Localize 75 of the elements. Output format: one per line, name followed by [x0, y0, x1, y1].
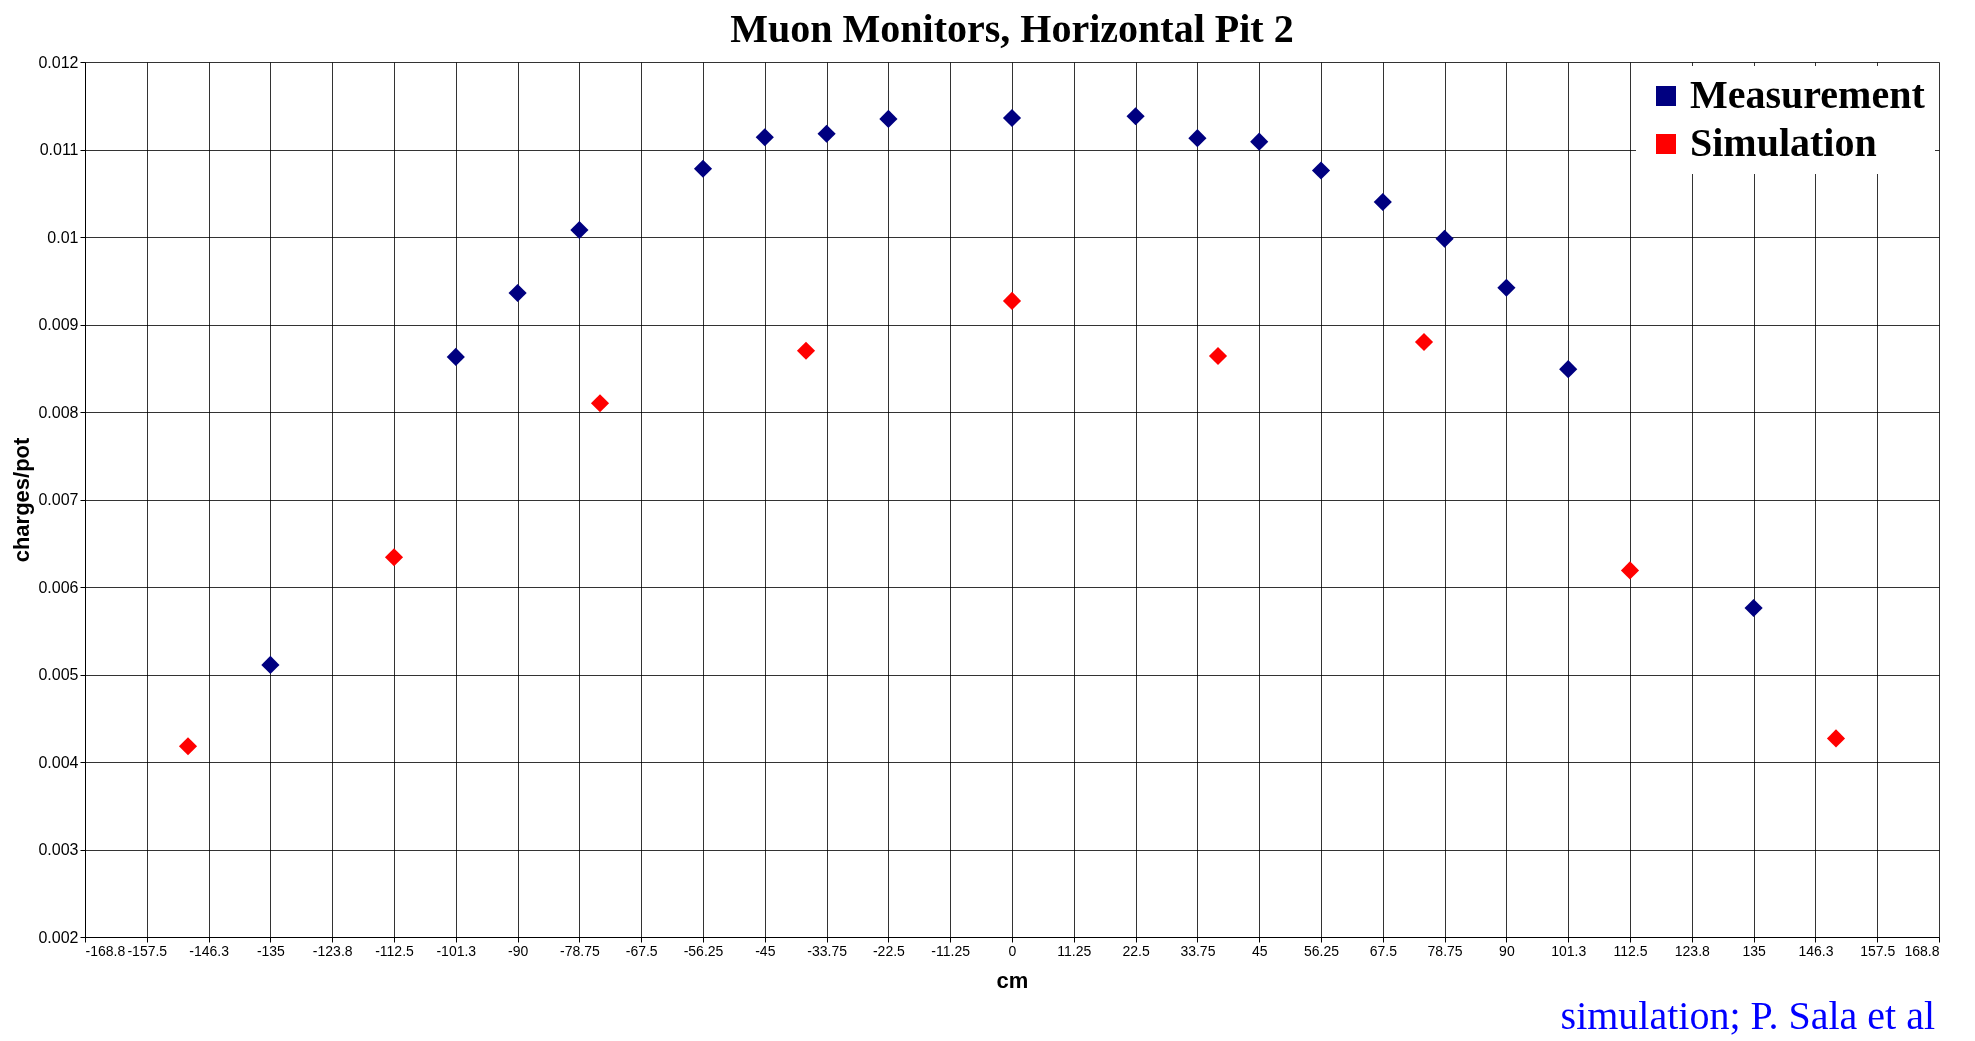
x-tick-label: 123.8 [1674, 942, 1711, 959]
x-tick-label: 157.5 [1860, 942, 1896, 959]
y-tick-label: 0.005 [38, 666, 79, 683]
chart-title: Muon Monitors, Horizontal Pit 2 [730, 6, 1294, 51]
point [1373, 192, 1392, 212]
x-tick-label: -67.5 [625, 942, 658, 959]
point [1414, 332, 1434, 352]
point [1826, 729, 1846, 748]
point [1620, 561, 1640, 580]
x-tick-label: 45 [1251, 942, 1268, 959]
x-tick-label: -101.3 [436, 942, 477, 959]
x-tick-label: -112.5 [375, 942, 415, 959]
point [1250, 132, 1269, 151]
point [1126, 107, 1145, 126]
x-tick-label: -123.8 [312, 942, 353, 959]
x-tick-label: 67.5 [1369, 942, 1398, 959]
point [693, 159, 713, 178]
x-tick-label: -90 [507, 942, 529, 959]
x-tick-label: -11.25 [931, 942, 971, 959]
x-tick-label: -33.75 [807, 942, 848, 959]
x-tick-label: 146.3 [1798, 942, 1834, 959]
y-tick-label: 0.01 [47, 228, 79, 246]
y-tick-label: 0.009 [38, 316, 79, 333]
point [1002, 108, 1022, 128]
x-tick-label: 101.3 [1551, 942, 1587, 959]
x-tick-label: -78.75 [560, 942, 600, 959]
y-tick-label: 0.012 [38, 53, 79, 71]
x-tick-label: -45 [755, 942, 776, 959]
y-tick-label: 0.007 [38, 491, 79, 508]
y-tick-label: 0.004 [38, 753, 79, 771]
point [1002, 291, 1022, 310]
x-tick-label: 11.25 [1057, 942, 1092, 959]
text: simulation; P. Sala et al [1560, 992, 1935, 1039]
point [817, 124, 836, 143]
point [1744, 598, 1763, 618]
y-tick-label: 0.011 [39, 141, 79, 158]
y-tick-label: 0.006 [38, 578, 79, 596]
y-axis-title: charges/pot [9, 436, 35, 563]
x-tick-label: -135 [256, 942, 286, 959]
x-tick-label: 168.8 [1904, 942, 1940, 959]
point [1311, 161, 1331, 180]
point [796, 341, 816, 360]
legend-label: Measurement [1690, 72, 1926, 117]
point [446, 347, 465, 366]
x-tick-label: -146.3 [189, 942, 230, 959]
point [590, 394, 610, 413]
point [384, 548, 404, 567]
y-tick-label: 0.003 [38, 841, 79, 858]
point [755, 128, 774, 147]
point [1188, 129, 1207, 148]
x-tick-label: -22.5 [872, 942, 906, 959]
x-tick-label: -56.25 [683, 942, 724, 959]
y-tick-label: 0.008 [38, 403, 79, 421]
y-tick-label: 0.002 [38, 928, 79, 946]
x-tick-label: 78.75 [1427, 942, 1463, 959]
point [1435, 229, 1454, 248]
point [570, 220, 589, 240]
x-tick-label: 33.75 [1180, 942, 1216, 959]
x-axis-title: cm [996, 967, 1029, 993]
x-tick-label: 56.25 [1303, 942, 1340, 959]
point [1208, 346, 1228, 366]
x-tick-label: 0 [1008, 942, 1017, 959]
point [1497, 278, 1516, 297]
x-tick-label: 135 [1742, 942, 1766, 959]
x-tick-label: 90 [1499, 942, 1515, 959]
x-tick-label: -168.8 [85, 942, 126, 959]
point [508, 283, 527, 303]
point [178, 737, 198, 756]
x-tick-label: 112.5 [1613, 942, 1648, 959]
point [1559, 360, 1578, 379]
x-tick-label: 22.5 [1122, 942, 1150, 959]
point [261, 655, 280, 674]
point [879, 109, 898, 128]
legend-label: Simulation [1690, 120, 1877, 165]
x-tick-label: -157.5 [127, 942, 168, 959]
